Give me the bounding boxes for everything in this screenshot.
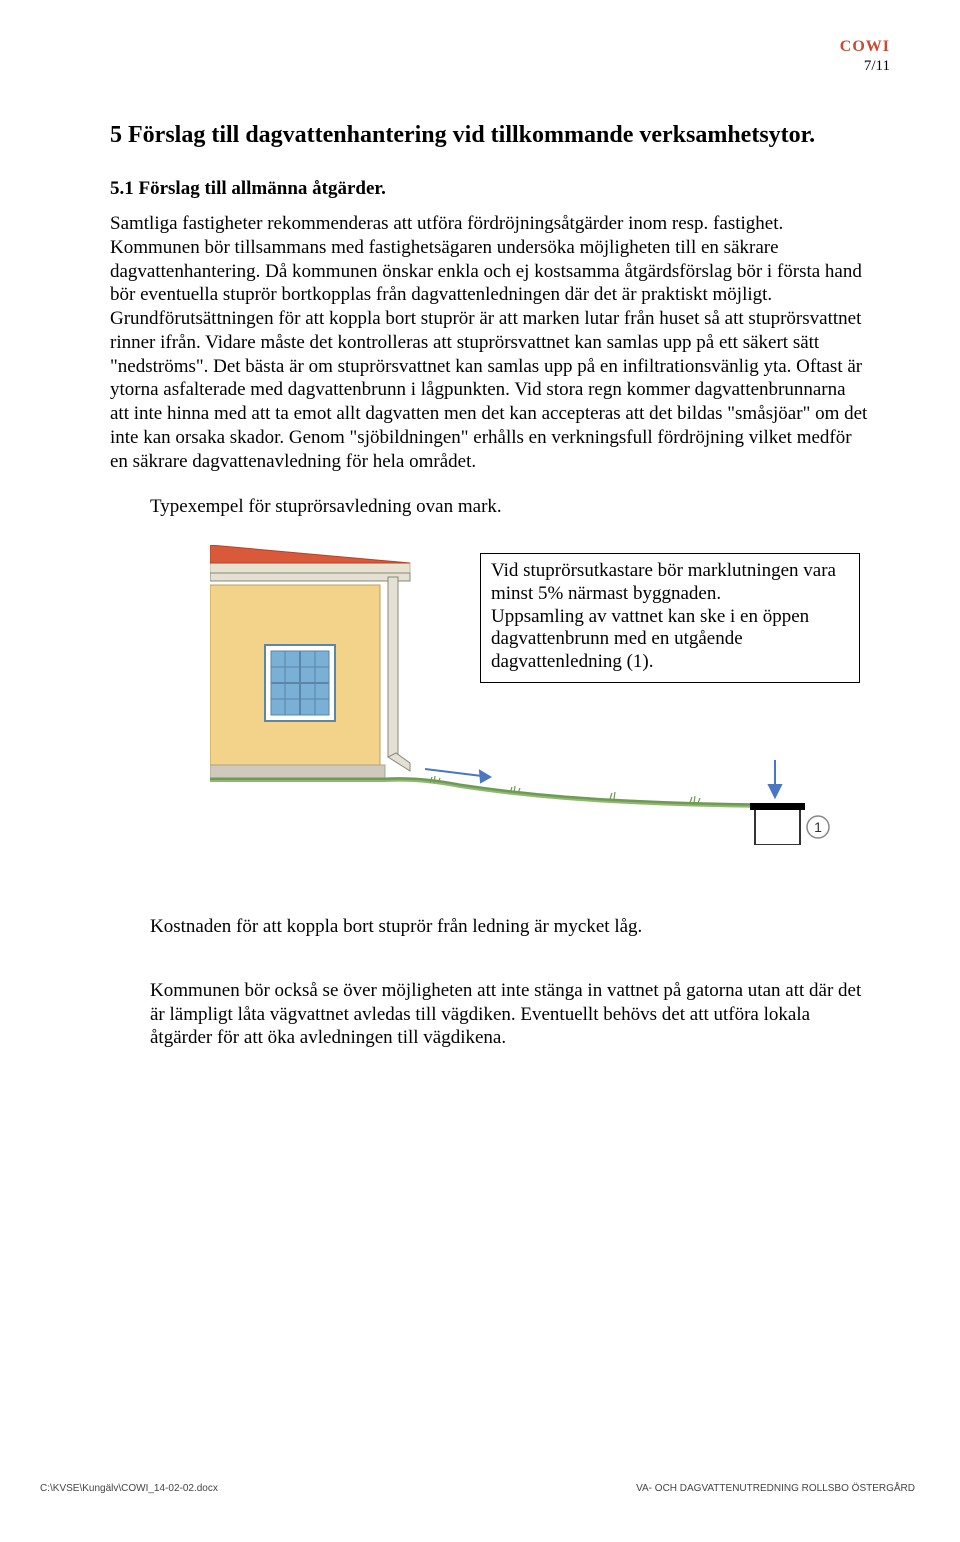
page-number: 7/11 <box>840 58 890 75</box>
callout-text: Vid stuprörsutkastare bör marklutningen … <box>491 560 836 672</box>
footer-path: C:\KVSE\Kungälv\COWI_14-02-02.docx <box>40 1483 218 1494</box>
paragraph: Kostnaden för att koppla bort stuprör fr… <box>150 915 868 939</box>
brand-logo: COWI <box>840 38 890 56</box>
footer-title: VA- OCH DAGVATTENUTREDNING ROLLSBO ÖSTER… <box>636 1483 915 1494</box>
paragraph: Kommunen bör också se över möjligheten a… <box>150 979 868 1050</box>
document-body: 5 Förslag till dagvattenhantering vid ti… <box>110 120 868 1050</box>
figure-label-1: 1 <box>814 819 822 835</box>
paragraph: Samtliga fastigheter rekommenderas att u… <box>110 212 868 307</box>
figure-callout: Vid stuprörsutkastare bör marklutningen … <box>480 553 860 683</box>
heading-2: 5.1 Förslag till allmänna åtgärder. <box>110 178 868 200</box>
page-header: COWI 7/11 <box>840 38 890 75</box>
paragraph: Grundförutsättningen för att koppla bort… <box>110 307 868 473</box>
page-footer: C:\KVSE\Kungälv\COWI_14-02-02.docx VA- O… <box>40 1483 915 1494</box>
heading-1: 5 Förslag till dagvattenhantering vid ti… <box>110 120 868 150</box>
figure-container: 1 Vid stuprörsutkastare bör marklutninge… <box>150 545 868 855</box>
figure-caption: Typexempel för stuprörsavledning ovan ma… <box>150 495 868 519</box>
